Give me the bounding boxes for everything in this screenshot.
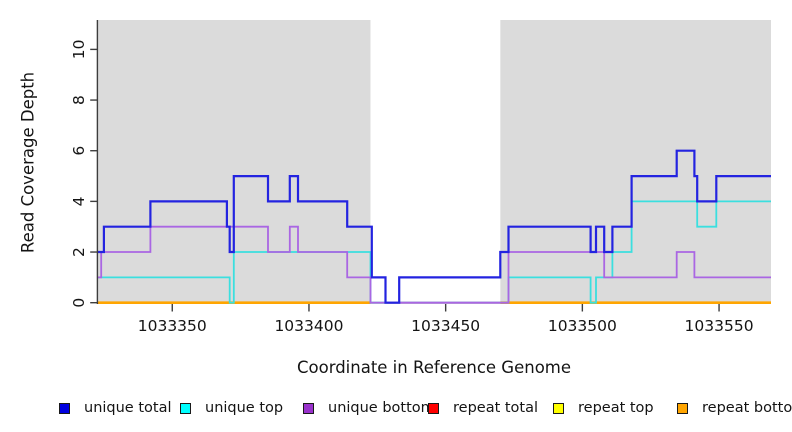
legend-item-unique-total: unique total [59,398,172,418]
y-tick-label: 10 [70,40,88,60]
x-tick-label: 1033550 [685,317,754,335]
x-tick-label: 1033350 [138,317,207,335]
panel-shaded-region [500,20,771,304]
legend-swatch-icon [677,402,688,414]
legend-swatch-icon [59,402,70,414]
legend-item-repeat-total: repeat total [428,398,538,418]
y-tick-label: 2 [70,247,88,257]
legend-label: repeat top [578,400,654,416]
legend-swatch-icon [553,402,564,414]
x-tick-label: 1033400 [274,317,343,335]
legend-label: unique top [205,400,284,416]
legend-item-unique-top: unique top [180,398,283,418]
series-line-unique-total [97,149,771,304]
x-tick-label: 1033500 [548,317,617,335]
y-tick-label: 8 [70,95,88,105]
y-tick-label: 0 [70,298,88,308]
legend: unique total unique top unique bottom repea… [0,398,792,420]
legend-item-repeat-bottom: repeat bottom [677,398,792,418]
legend-swatch-icon [180,402,191,414]
series-line-unique-top [97,200,771,304]
legend-label: unique bottom [328,400,435,416]
y-tick-label: 4 [70,196,88,206]
legend-label: repeat total [453,400,539,416]
legend-label: unique total [84,400,172,416]
x-tick-label: 1033450 [411,317,480,335]
legend-item-repeat-top: repeat top [553,398,654,418]
series-line-unique-bottom [97,225,771,304]
y-tick-label: 6 [70,146,88,156]
legend-swatch-icon [428,402,439,414]
legend-swatch-icon [303,402,314,414]
legend-label: repeat bottom [702,400,792,416]
x-axis-label: Coordinate in Reference Genome [296,358,572,377]
y-axis-label: Read Coverage Depth [18,71,38,254]
legend-item-unique-bottom: unique bottom [303,398,435,418]
